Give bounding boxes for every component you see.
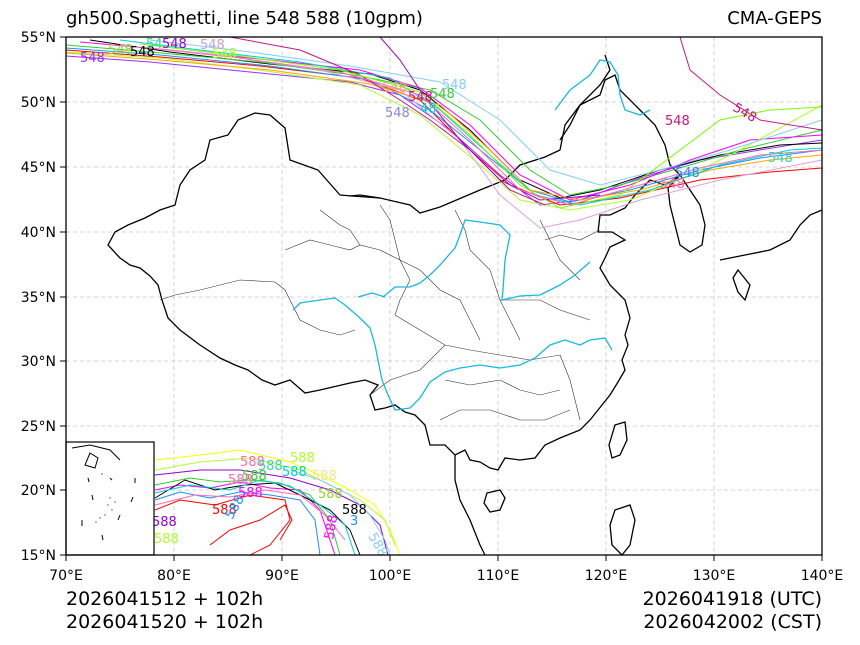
axis-ticks xyxy=(60,36,823,561)
svg-text:588: 588 xyxy=(212,503,237,518)
init-line-1: 2026041512 + 102h xyxy=(66,588,264,610)
svg-text:548: 548 xyxy=(382,81,407,96)
x-tick: 120°E xyxy=(585,568,628,584)
x-tick: 70°E xyxy=(49,568,83,584)
y-tick: 40°N xyxy=(21,225,56,241)
contours-548 xyxy=(65,36,823,229)
svg-text:548: 548 xyxy=(442,78,467,93)
svg-text:588: 588 xyxy=(290,451,315,466)
svg-text:548: 548 xyxy=(130,45,155,60)
y-tick: 50°N xyxy=(21,95,56,111)
svg-text:548: 548 xyxy=(408,90,433,105)
svg-text:588: 588 xyxy=(342,503,367,518)
gridlines xyxy=(66,37,822,555)
valid-time-cst: 2026042002 (CST) xyxy=(643,611,822,633)
svg-text:588: 588 xyxy=(282,465,307,480)
svg-text:548: 548 xyxy=(385,106,410,121)
contours-588 xyxy=(154,449,401,556)
init-line-2: 2026041520 + 102h xyxy=(66,611,264,633)
x-tick: 130°E xyxy=(693,568,736,584)
svg-text:548: 548 xyxy=(730,100,759,125)
province-borders xyxy=(159,204,601,421)
y-tick: 20°N xyxy=(21,483,56,499)
svg-text:548: 548 xyxy=(200,38,225,53)
x-tick: 90°E xyxy=(265,568,299,584)
y-tick: 30°N xyxy=(21,354,56,370)
svg-text:588: 588 xyxy=(228,473,253,488)
svg-text:54: 54 xyxy=(146,37,163,52)
svg-text:588: 588 xyxy=(238,486,263,501)
contour-labels-588: 588 588 588 588 588 588 588 588 588 588 … xyxy=(152,451,390,560)
svg-text:548: 548 xyxy=(768,151,793,166)
init-time-block: 2026041512 + 102h 2026041520 + 102h xyxy=(66,588,263,634)
y-tick: 25°N xyxy=(21,419,56,435)
y-tick: 45°N xyxy=(21,160,56,176)
valid-time-utc: 2026041918 (UTC) xyxy=(642,588,822,610)
y-tick: 15°N xyxy=(21,548,56,564)
country-borders xyxy=(107,54,823,556)
svg-text:548: 548 xyxy=(675,166,700,181)
svg-text:588: 588 xyxy=(154,532,179,547)
plot-frame xyxy=(65,36,823,556)
svg-text:48: 48 xyxy=(420,102,437,117)
svg-text:548: 548 xyxy=(430,87,455,102)
y-tick: 55°N xyxy=(21,30,56,46)
chart-title: gh500.Spaghetti, line 548 588 (10gpm) xyxy=(66,8,423,29)
model-name: CMA-GEPS xyxy=(727,8,822,29)
svg-text:3: 3 xyxy=(350,514,358,529)
x-tick: 100°E xyxy=(369,568,412,584)
svg-text:548: 548 xyxy=(80,51,105,66)
svg-text:588: 588 xyxy=(242,469,267,484)
contour-labels-548: 548 548 548 54 548 548 548 548 548 548 5… xyxy=(80,37,793,192)
svg-text:588: 588 xyxy=(312,469,337,484)
y-tick: 35°N xyxy=(21,290,56,306)
rivers xyxy=(292,59,651,411)
svg-text:548: 548 xyxy=(660,177,685,192)
x-tick: 80°E xyxy=(157,568,191,584)
svg-text:548: 548 xyxy=(162,37,187,52)
south-china-sea-inset xyxy=(65,441,155,556)
svg-text:588: 588 xyxy=(322,514,341,541)
svg-text:548: 548 xyxy=(665,114,690,129)
x-tick: 110°E xyxy=(477,568,520,584)
svg-text:588: 588 xyxy=(240,455,265,470)
x-tick: 140°E xyxy=(801,568,844,584)
svg-text:588: 588 xyxy=(152,515,177,530)
x-tick-labels: 70°E 80°E 90°E 100°E 110°E 120°E 130°E 1… xyxy=(49,568,843,584)
valid-time-block: 2026041918 (UTC) 2026042002 (CST) xyxy=(643,588,822,634)
y-tick-labels: 55°N 50°N 45°N 40°N 35°N 30°N 25°N 20°N … xyxy=(21,30,56,564)
svg-text:588: 588 xyxy=(318,487,343,502)
svg-text:548: 548 xyxy=(108,43,133,58)
svg-text:588: 588 xyxy=(258,459,283,474)
svg-text:548: 548 xyxy=(212,47,237,62)
